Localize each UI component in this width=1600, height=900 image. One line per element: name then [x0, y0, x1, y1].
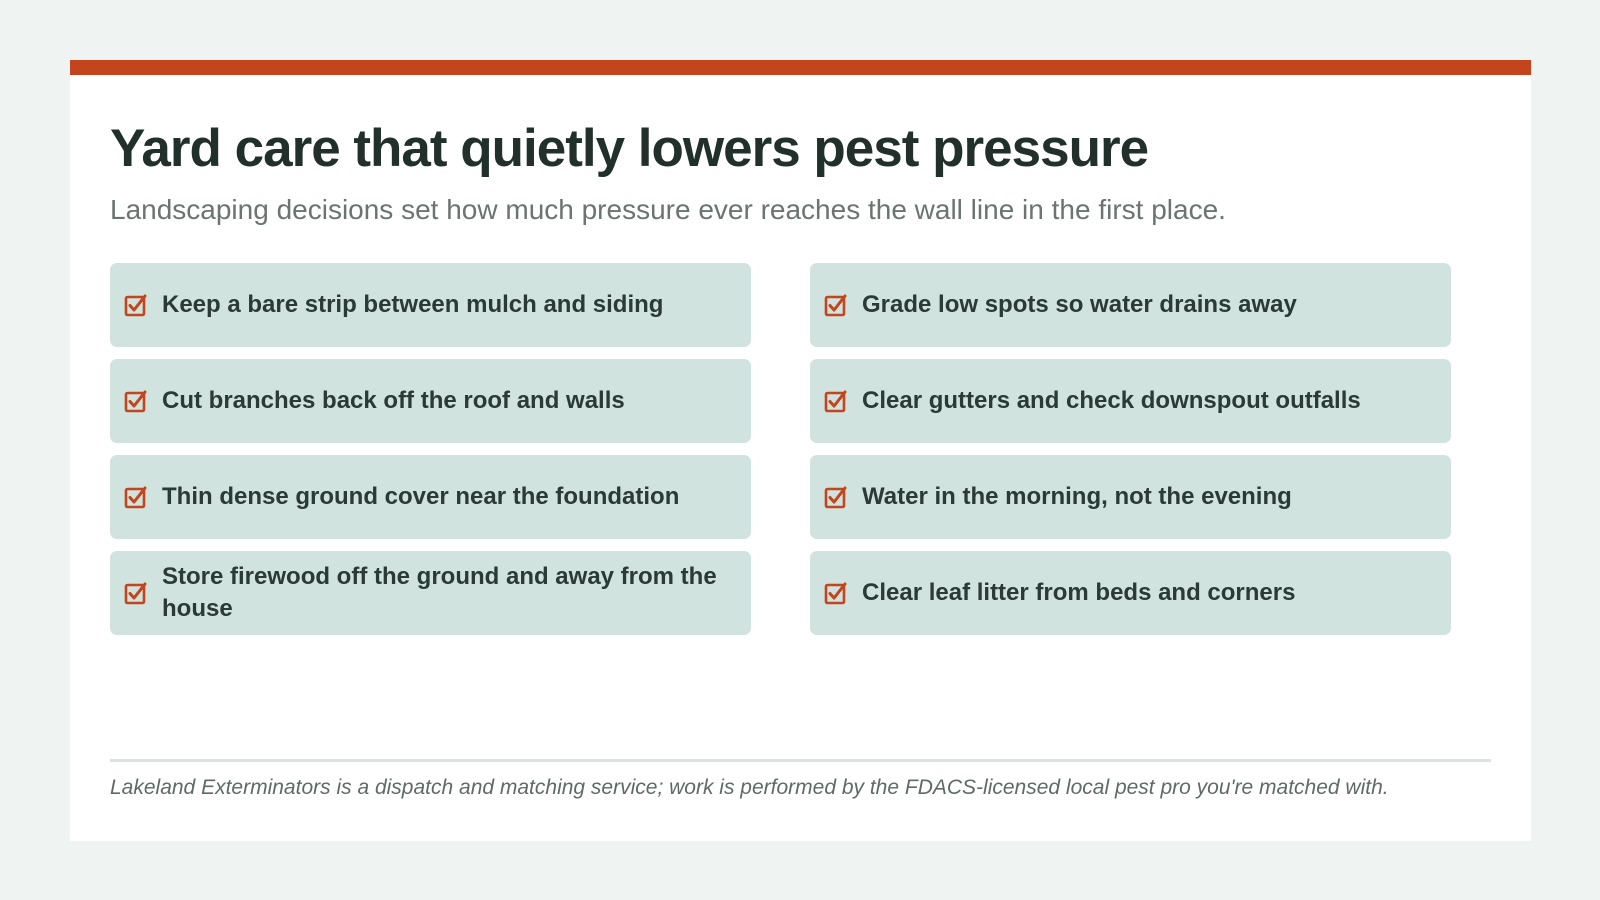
checked-checkbox-icon — [824, 294, 847, 317]
content-card: Yard care that quietly lowers pest press… — [70, 60, 1531, 841]
page-title: Yard care that quietly lowers pest press… — [110, 119, 1149, 178]
checklist-item-label: Clear leaf litter from beds and corners — [862, 579, 1296, 606]
checked-checkbox-icon — [824, 390, 847, 413]
checklist-item: Thin dense ground cover near the foundat… — [110, 455, 751, 539]
checklist-item: Keep a bare strip between mulch and sidi… — [110, 263, 751, 347]
checklist-item-label: Grade low spots so water drains away — [862, 291, 1297, 318]
checked-checkbox-icon — [124, 486, 147, 509]
checklist-item-label: Thin dense ground cover near the foundat… — [162, 483, 680, 510]
checked-checkbox-icon — [124, 390, 147, 413]
checklist-item: Water in the morning, not the evening — [810, 455, 1451, 539]
checklist-item: Grade low spots so water drains away — [810, 263, 1451, 347]
footer-disclaimer: Lakeland Exterminators is a dispatch and… — [110, 776, 1389, 799]
checked-checkbox-icon — [124, 294, 147, 317]
checklist-item-label: Clear gutters and check downspout outfal… — [862, 387, 1361, 414]
page-subtitle: Landscaping decisions set how much press… — [110, 194, 1226, 225]
accent-bar — [70, 60, 1531, 75]
checklist-item: Clear gutters and check downspout outfal… — [810, 359, 1451, 443]
checklist-item: Store firewood off the ground and away f… — [110, 551, 751, 635]
checklist-item: Clear leaf litter from beds and corners — [810, 551, 1451, 635]
footer-divider — [110, 759, 1491, 762]
checklist-item-label: Keep a bare strip between mulch and sidi… — [162, 291, 664, 318]
checked-checkbox-icon — [124, 582, 147, 605]
checklist-grid: Keep a bare strip between mulch and sidi… — [110, 263, 1451, 635]
checklist-item: Cut branches back off the roof and walls — [110, 359, 751, 443]
checklist-item-label: Cut branches back off the roof and walls — [162, 387, 625, 414]
checklist-item-label: Store firewood off the ground and away f… — [162, 563, 717, 622]
checklist-item-label: Water in the morning, not the evening — [862, 483, 1292, 510]
checked-checkbox-icon — [824, 486, 847, 509]
checked-checkbox-icon — [824, 582, 847, 605]
